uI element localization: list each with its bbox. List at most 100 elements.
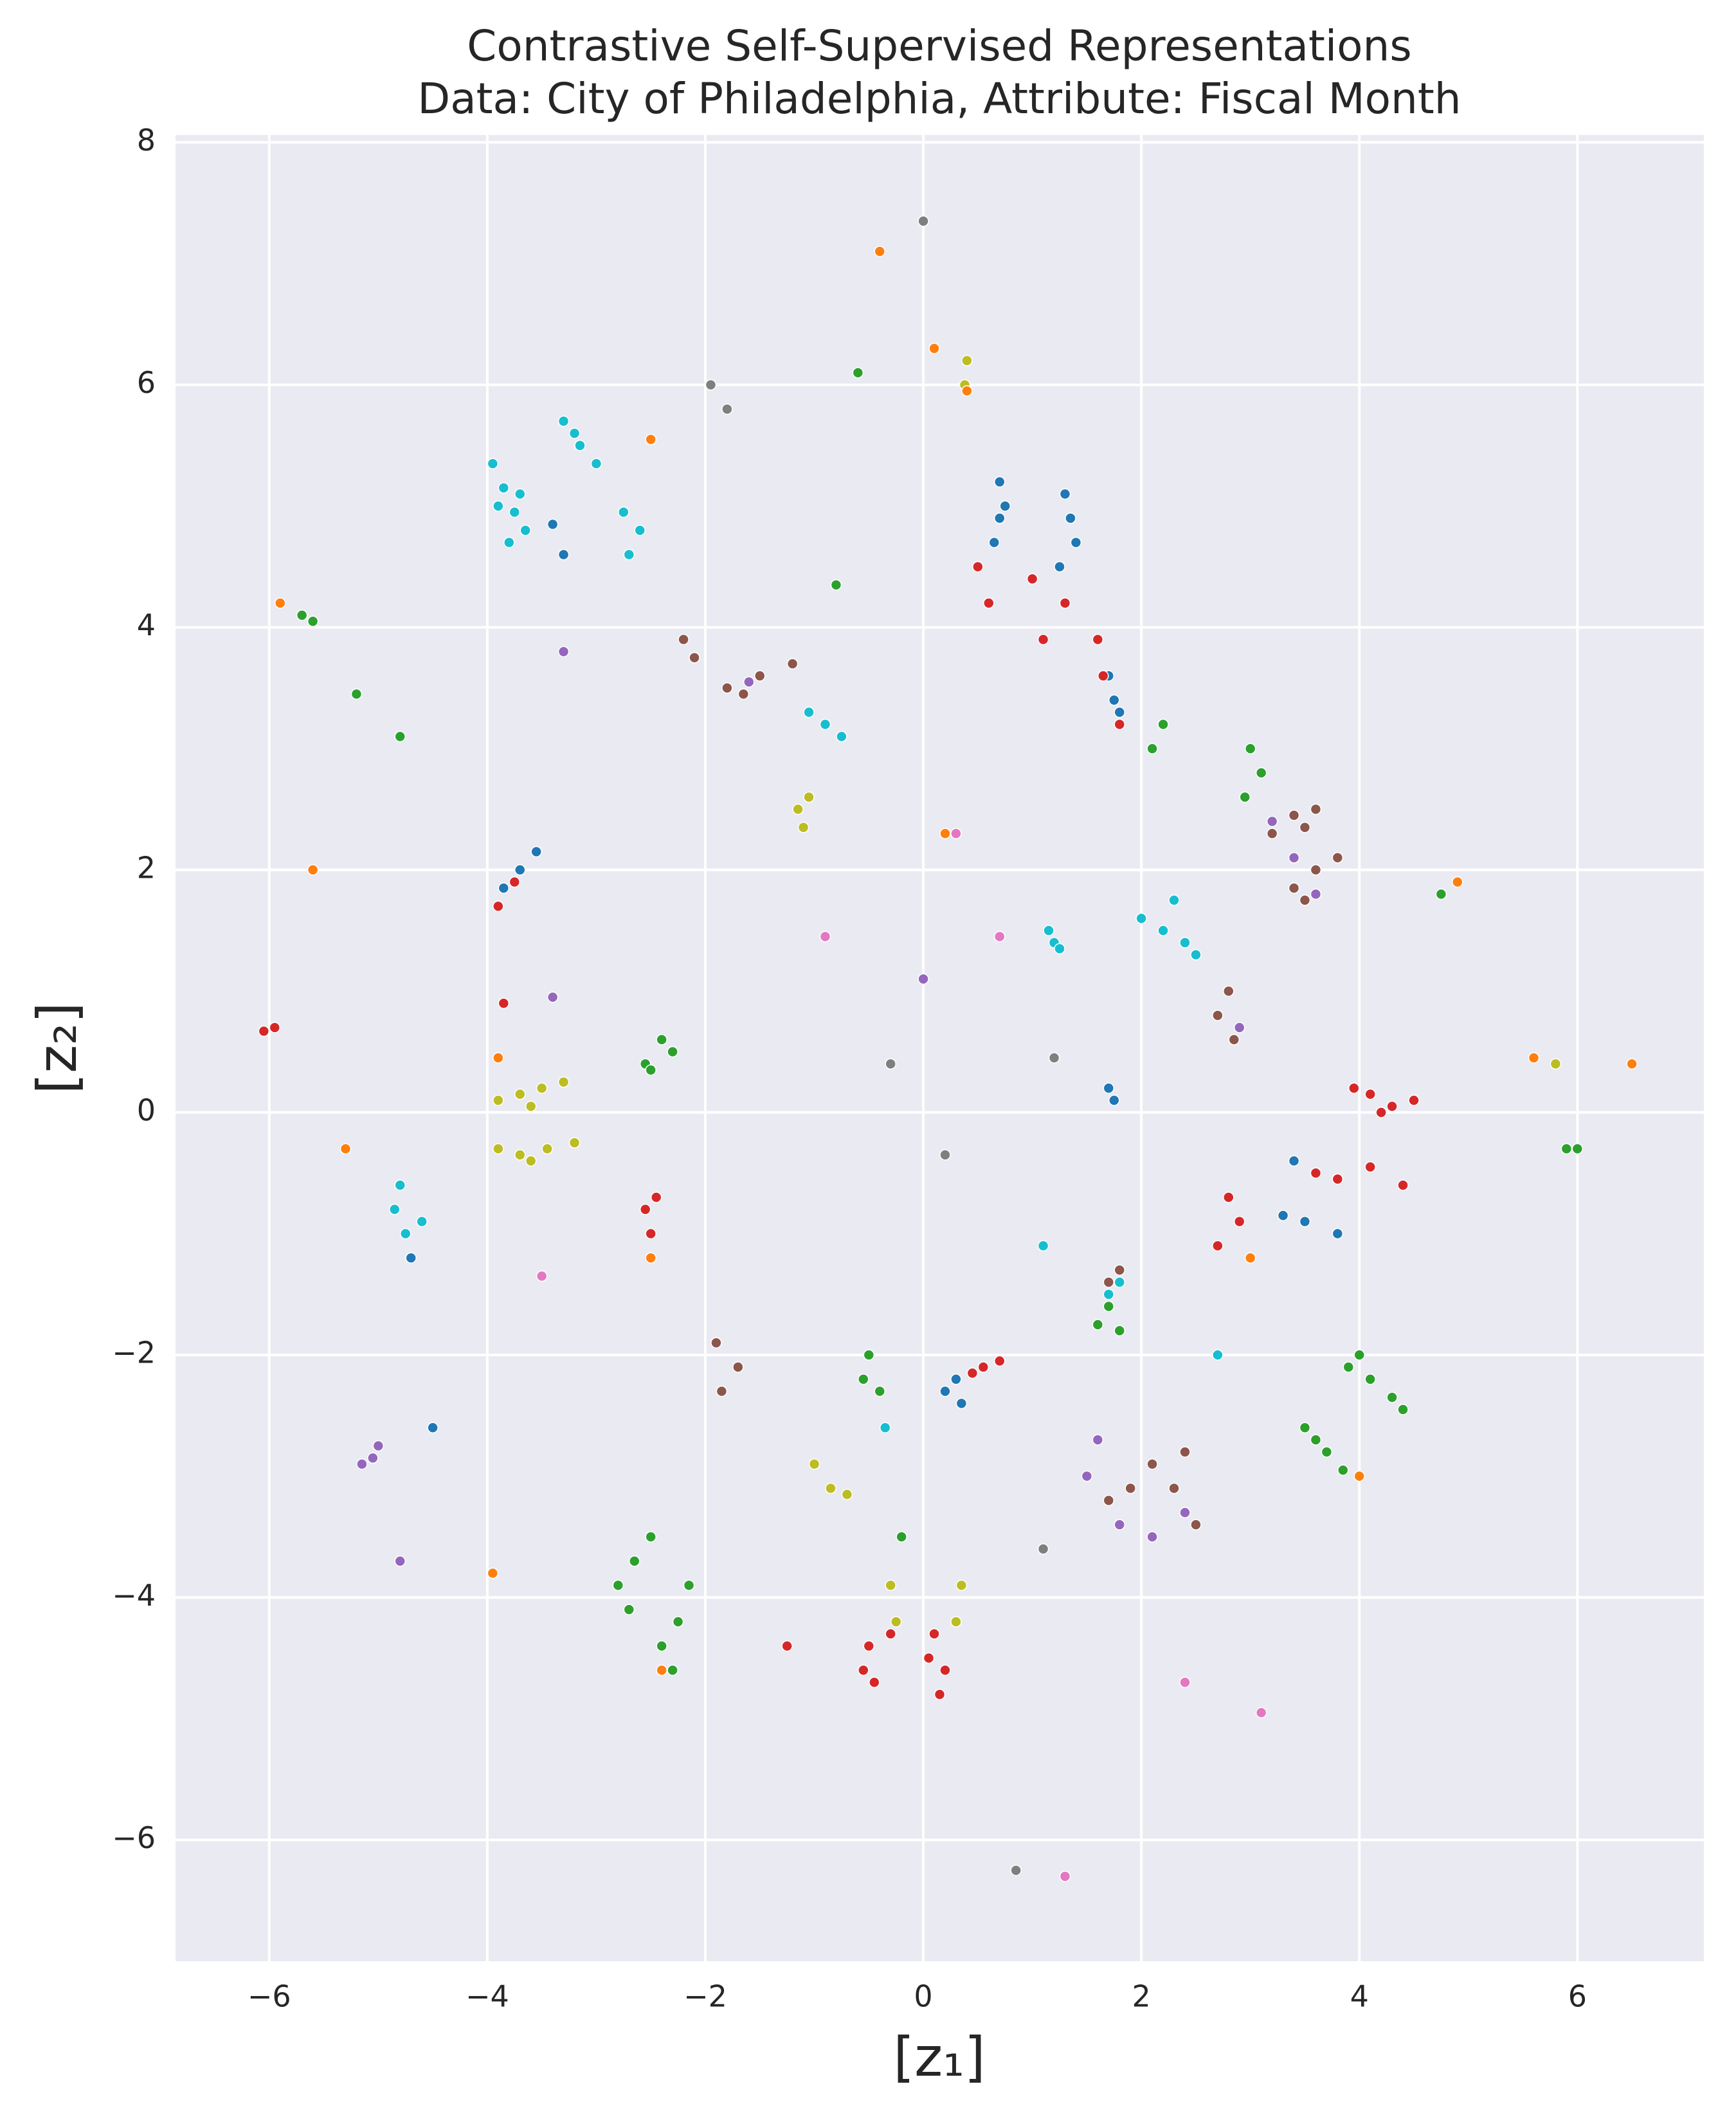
- point: [934, 1689, 946, 1700]
- point: [1048, 1052, 1060, 1064]
- point: [1337, 1464, 1349, 1476]
- point: [874, 1385, 886, 1397]
- point: [1070, 536, 1082, 549]
- point: [1299, 1215, 1311, 1228]
- point: [1059, 488, 1071, 500]
- point: [830, 579, 842, 591]
- point: [568, 1137, 581, 1148]
- point: [1266, 828, 1278, 839]
- point: [493, 1143, 504, 1155]
- point: [988, 536, 1000, 549]
- point: [1332, 852, 1344, 864]
- point: [993, 1355, 1006, 1367]
- point: [645, 433, 656, 446]
- point: [498, 482, 510, 494]
- point: [514, 488, 526, 500]
- point: [923, 1652, 935, 1664]
- point: [721, 403, 733, 415]
- point: [1299, 822, 1311, 833]
- point: [993, 930, 1006, 943]
- point: [966, 1367, 979, 1379]
- point: [1168, 894, 1180, 906]
- point: [1223, 985, 1234, 997]
- point: [939, 828, 951, 839]
- point: [547, 992, 559, 1003]
- point: [689, 652, 700, 664]
- point: [503, 536, 515, 549]
- point: [825, 1482, 836, 1494]
- point: [1092, 1434, 1104, 1446]
- point: [650, 1192, 662, 1203]
- point: [1157, 925, 1169, 936]
- point: [1146, 1458, 1158, 1470]
- point: [667, 1664, 678, 1676]
- point: [1190, 949, 1202, 961]
- point: [427, 1422, 439, 1434]
- point: [1190, 1519, 1202, 1530]
- point: [394, 730, 406, 743]
- point: [885, 1579, 896, 1592]
- point: [999, 500, 1011, 512]
- point: [1114, 1264, 1125, 1276]
- point: [1059, 1871, 1071, 1882]
- point: [1288, 1155, 1300, 1167]
- point: [536, 1082, 548, 1094]
- point: [1223, 1192, 1234, 1203]
- point: [623, 1604, 635, 1615]
- point: [885, 1628, 896, 1640]
- point: [416, 1215, 428, 1228]
- point: [645, 1228, 656, 1240]
- point: [808, 1458, 820, 1470]
- point: [339, 1143, 352, 1155]
- point: [732, 1361, 744, 1373]
- point: [918, 973, 929, 985]
- point: [1037, 633, 1049, 646]
- point: [705, 379, 717, 391]
- point: [1255, 1707, 1267, 1719]
- point: [1299, 894, 1311, 906]
- point: [1179, 1446, 1191, 1458]
- point: [1228, 1034, 1240, 1046]
- point: [405, 1252, 417, 1264]
- point: [547, 518, 559, 530]
- grid: [176, 135, 1704, 1961]
- point: [1397, 1179, 1409, 1191]
- point: [530, 846, 542, 858]
- point: [618, 506, 629, 518]
- point: [993, 512, 1006, 524]
- point: [1310, 888, 1322, 900]
- point: [1560, 1143, 1573, 1155]
- point: [487, 458, 499, 469]
- point: [568, 428, 581, 439]
- point: [1103, 1494, 1115, 1507]
- point: [743, 676, 755, 688]
- point: [1037, 1543, 1049, 1555]
- point: [1266, 815, 1278, 828]
- x-axis-label: [z₁]: [893, 2026, 985, 2089]
- point: [1364, 1088, 1376, 1100]
- point: [557, 549, 570, 561]
- point: [678, 633, 689, 646]
- point: [498, 997, 510, 1009]
- point: [1135, 912, 1147, 924]
- points: [258, 215, 1638, 1882]
- point: [869, 1676, 880, 1689]
- point: [367, 1452, 379, 1464]
- point: [1146, 1531, 1158, 1543]
- point: [1626, 1058, 1638, 1070]
- point: [1157, 718, 1169, 730]
- point: [1114, 706, 1125, 718]
- point: [296, 610, 308, 621]
- point: [1168, 1482, 1180, 1494]
- point: [819, 718, 831, 730]
- point: [961, 385, 973, 397]
- point: [1288, 852, 1300, 864]
- point: [307, 864, 319, 876]
- point: [890, 1616, 902, 1628]
- point: [1026, 573, 1038, 585]
- point: [1244, 1252, 1256, 1264]
- point: [1103, 1300, 1115, 1312]
- point: [1255, 767, 1267, 779]
- point: [716, 1385, 728, 1397]
- point: [939, 1385, 951, 1397]
